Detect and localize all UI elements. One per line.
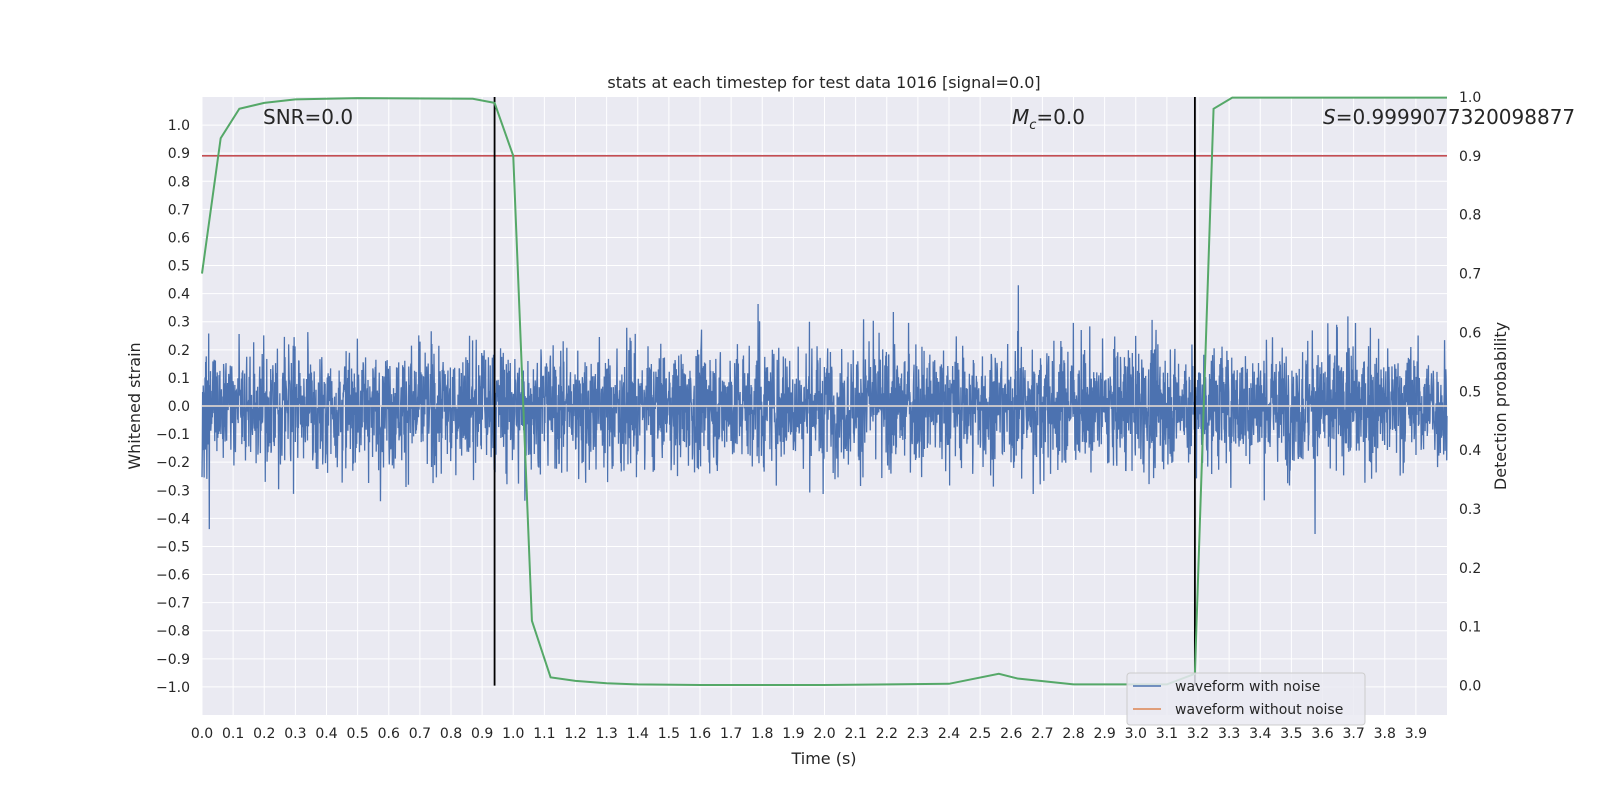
x-tick-label: 2.1 <box>844 726 866 742</box>
x-tick-label: 2.7 <box>1031 726 1053 742</box>
y-tick-label: 0.0 <box>168 399 190 415</box>
overlays <box>201 96 1447 686</box>
x-tick-label: 1.6 <box>689 726 711 742</box>
detection-probability-line <box>201 96 1447 686</box>
y-tick-label: 0.3 <box>168 315 190 331</box>
x-tick-label: 1.2 <box>564 726 586 742</box>
x-tick-label: 2.8 <box>1062 726 1084 742</box>
legend-label-noise: waveform with noise <box>1175 679 1320 695</box>
mc-subscript: c <box>1029 118 1036 133</box>
y-tick-label: 0.1 <box>168 371 190 387</box>
waveform-with-noise-line <box>201 285 1448 535</box>
y-tick-label: −0.6 <box>156 568 190 584</box>
x-tick-label: 1.0 <box>502 726 524 742</box>
y2-tick-label: 0.1 <box>1459 620 1481 636</box>
s-value: =0.9999077320098877 <box>1336 105 1575 129</box>
mc-symbol: M <box>1012 105 1029 129</box>
x-tick-label: 0.8 <box>440 726 462 742</box>
x-tick-label: 0.3 <box>284 726 306 742</box>
y-tick-label: 0.7 <box>168 202 190 218</box>
y-tick-label: 0.4 <box>168 287 190 303</box>
x-axis-label: Time (s) <box>790 749 856 768</box>
x-tick-label: 1.3 <box>595 726 617 742</box>
x-tick-label: 1.7 <box>720 726 742 742</box>
x-tick-label: 3.4 <box>1249 726 1271 742</box>
noise-series <box>201 285 1448 535</box>
x-tick-label: 0.9 <box>471 726 493 742</box>
y-tick-label: 0.2 <box>168 343 190 359</box>
x-tick-label: 3.0 <box>1125 726 1147 742</box>
x-tick-label: 2.4 <box>938 726 960 742</box>
x-tick-label: 2.6 <box>1000 726 1022 742</box>
x-tick-label: 0.1 <box>222 726 244 742</box>
y-tick-label: 0.5 <box>168 259 190 275</box>
y2-tick-label: 0.5 <box>1459 384 1481 400</box>
x-tick-label: 2.2 <box>876 726 898 742</box>
x-tick-label: 1.9 <box>782 726 804 742</box>
y2-tick-label: 0.6 <box>1459 325 1481 341</box>
mc-annotation: Mc=0.0 <box>1012 105 1085 133</box>
y2-tick-label: 1.0 <box>1459 90 1481 106</box>
x-tick-label: 3.7 <box>1342 726 1364 742</box>
y-tick-label: −0.4 <box>156 511 190 527</box>
x-tick-label: 2.5 <box>969 726 991 742</box>
y2-tick-label: 0.8 <box>1459 208 1481 224</box>
chart-title: stats at each timestep for test data 101… <box>607 73 1040 92</box>
y2-tick-label: 0.3 <box>1459 502 1481 518</box>
x-tick-label: 1.8 <box>751 726 773 742</box>
y2-tick-label: 0.0 <box>1459 679 1481 695</box>
x-tick-label: 0.2 <box>253 726 275 742</box>
y-tick-label: −0.9 <box>156 652 190 668</box>
y-tick-label: −0.3 <box>156 483 190 499</box>
y-tick-label: −0.2 <box>156 455 190 471</box>
y2-tick-label: 0.2 <box>1459 561 1481 577</box>
y-ticks: 1.0 0.9 0.8 0.7 0.6 0.5 0.4 0.3 0.2 0.1 0.0 −0.1 −0.… <box>156 118 190 696</box>
y2-tick-label: 0.4 <box>1459 443 1481 459</box>
x-tick-label: 3.9 <box>1405 726 1427 742</box>
x-tick-label: 3.6 <box>1311 726 1333 742</box>
x-ticks: 0.0 0.1 0.2 0.3 0.4 0.5 0.6 0.7 0.8 0.9 1.0 1.1 1.2 1… <box>191 726 1427 742</box>
y-tick-label: 0.8 <box>168 174 190 190</box>
y2-tick-label: 0.9 <box>1459 149 1481 165</box>
x-tick-label: 0.6 <box>378 726 400 742</box>
x-tick-label: 3.3 <box>1218 726 1240 742</box>
s-symbol: S <box>1323 105 1336 129</box>
x-tick-label: 0.7 <box>409 726 431 742</box>
x-tick-label: 0.0 <box>191 726 213 742</box>
x-tick-label: 0.5 <box>346 726 368 742</box>
snr-annotation: SNR=0.0 <box>263 105 353 129</box>
y-axis-label: Whitened strain <box>125 342 144 469</box>
x-tick-label: 3.8 <box>1374 726 1396 742</box>
y-tick-label: 1.0 <box>168 118 190 134</box>
y-tick-label: 0.6 <box>168 230 190 246</box>
legend-label-clean: waveform without noise <box>1175 702 1343 718</box>
y-tick-label: −0.5 <box>156 539 190 555</box>
y2-axis-label: Detection probability <box>1491 322 1510 490</box>
x-tick-label: 0.4 <box>315 726 337 742</box>
legend: waveform with noise waveform without noi… <box>1126 672 1366 726</box>
x-tick-label: 3.2 <box>1187 726 1209 742</box>
y2-tick-label: 0.7 <box>1459 267 1481 283</box>
y-tick-label: −0.8 <box>156 624 190 640</box>
legend-box <box>1126 672 1366 726</box>
x-tick-label: 2.9 <box>1093 726 1115 742</box>
x-tick-label: 3.5 <box>1280 726 1302 742</box>
x-tick-label: 1.1 <box>533 726 555 742</box>
y2-ticks: 1.0 0.9 0.8 0.7 0.6 0.5 0.4 0.3 0.2 0.1 0.0 <box>1459 90 1481 695</box>
s-annotation: S=0.9999077320098877 <box>1323 105 1575 129</box>
x-tick-label: 3.1 <box>1156 726 1178 742</box>
y-tick-label: −1.0 <box>156 680 190 696</box>
x-tick-label: 2.0 <box>813 726 835 742</box>
x-tick-label: 2.3 <box>907 726 929 742</box>
y-tick-label: 0.9 <box>168 146 190 162</box>
x-tick-label: 1.5 <box>658 726 680 742</box>
mc-value: =0.0 <box>1036 105 1085 129</box>
y-tick-label: −0.1 <box>156 427 190 443</box>
x-tick-label: 1.4 <box>627 726 649 742</box>
y-tick-label: −0.7 <box>156 596 190 612</box>
